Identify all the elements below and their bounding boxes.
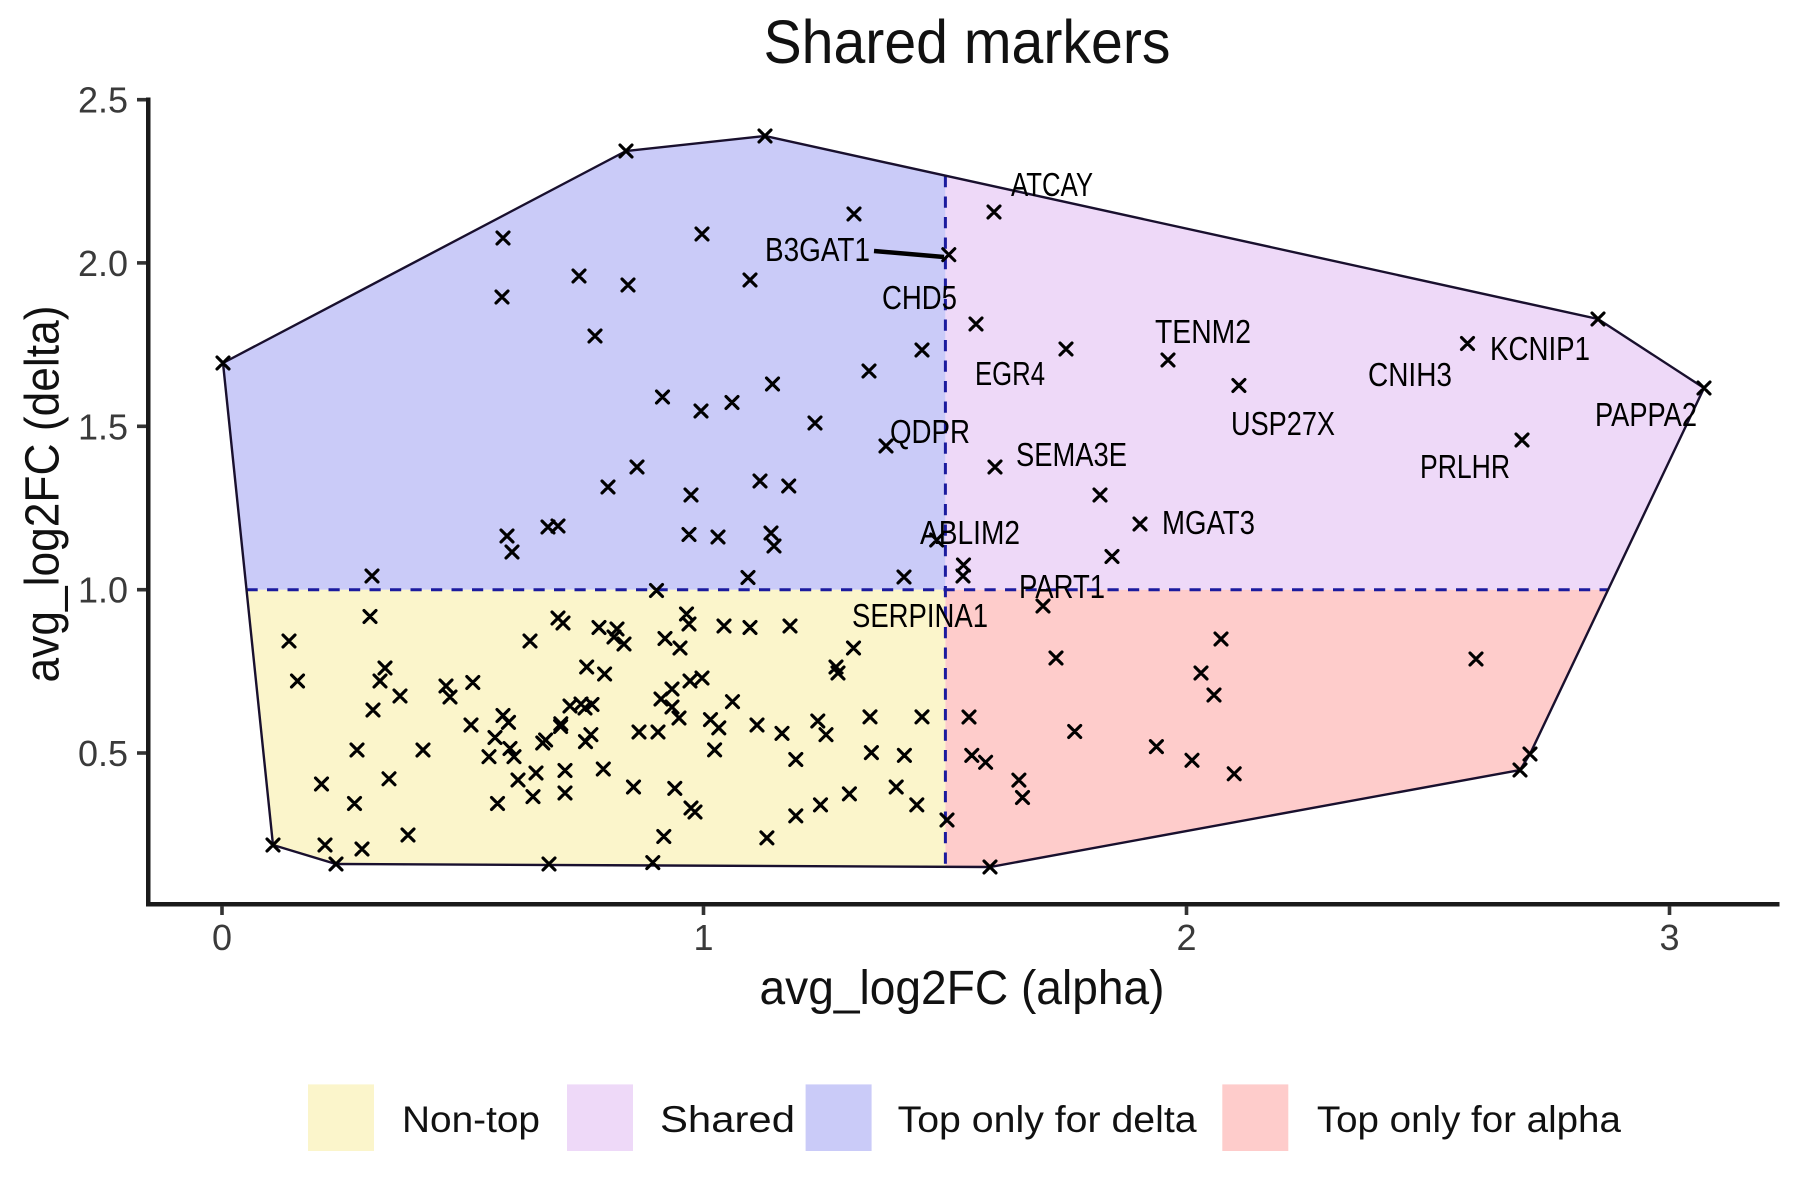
svg-text:Top only for delta: Top only for delta xyxy=(898,1099,1197,1140)
svg-text:CHD5: CHD5 xyxy=(882,279,957,316)
svg-text:EGR4: EGR4 xyxy=(975,355,1045,392)
svg-text:ATCAY: ATCAY xyxy=(1011,166,1093,203)
svg-text:Top only for alpha: Top only for alpha xyxy=(1317,1099,1621,1140)
svg-text:1: 1 xyxy=(693,917,713,958)
svg-text:MGAT3: MGAT3 xyxy=(1162,504,1255,541)
svg-text:ABLIM2: ABLIM2 xyxy=(920,514,1020,551)
svg-text:0: 0 xyxy=(212,917,232,958)
svg-text:avg_log2FC (delta): avg_log2FC (delta) xyxy=(17,306,70,683)
svg-text:PART1: PART1 xyxy=(1019,568,1105,605)
svg-text:Shared: Shared xyxy=(660,1099,795,1140)
svg-text:3: 3 xyxy=(1659,917,1679,958)
svg-text:TENM2: TENM2 xyxy=(1155,313,1251,350)
svg-text:Shared markers: Shared markers xyxy=(764,8,1171,76)
svg-text:1.5: 1.5 xyxy=(78,406,128,447)
svg-text:KCNIP1: KCNIP1 xyxy=(1490,330,1590,367)
svg-text:Non-top: Non-top xyxy=(402,1099,540,1140)
svg-text:0.5: 0.5 xyxy=(78,733,128,774)
svg-text:USP27X: USP27X xyxy=(1231,405,1335,442)
svg-text:avg_log2FC (alpha): avg_log2FC (alpha) xyxy=(760,962,1165,1015)
svg-text:SERPINA1: SERPINA1 xyxy=(852,597,988,634)
svg-text:SEMA3E: SEMA3E xyxy=(1016,436,1127,473)
svg-text:2.5: 2.5 xyxy=(78,80,128,121)
svg-text:1.0: 1.0 xyxy=(78,570,128,611)
svg-text:PAPPA2: PAPPA2 xyxy=(1595,396,1697,433)
svg-text:QDPR: QDPR xyxy=(890,413,970,450)
svg-text:2: 2 xyxy=(1176,917,1196,958)
svg-text:B3GAT1: B3GAT1 xyxy=(765,231,870,268)
svg-text:PRLHR: PRLHR xyxy=(1420,448,1510,485)
svg-text:CNIH3: CNIH3 xyxy=(1368,356,1452,393)
svg-text:2.0: 2.0 xyxy=(78,243,128,284)
